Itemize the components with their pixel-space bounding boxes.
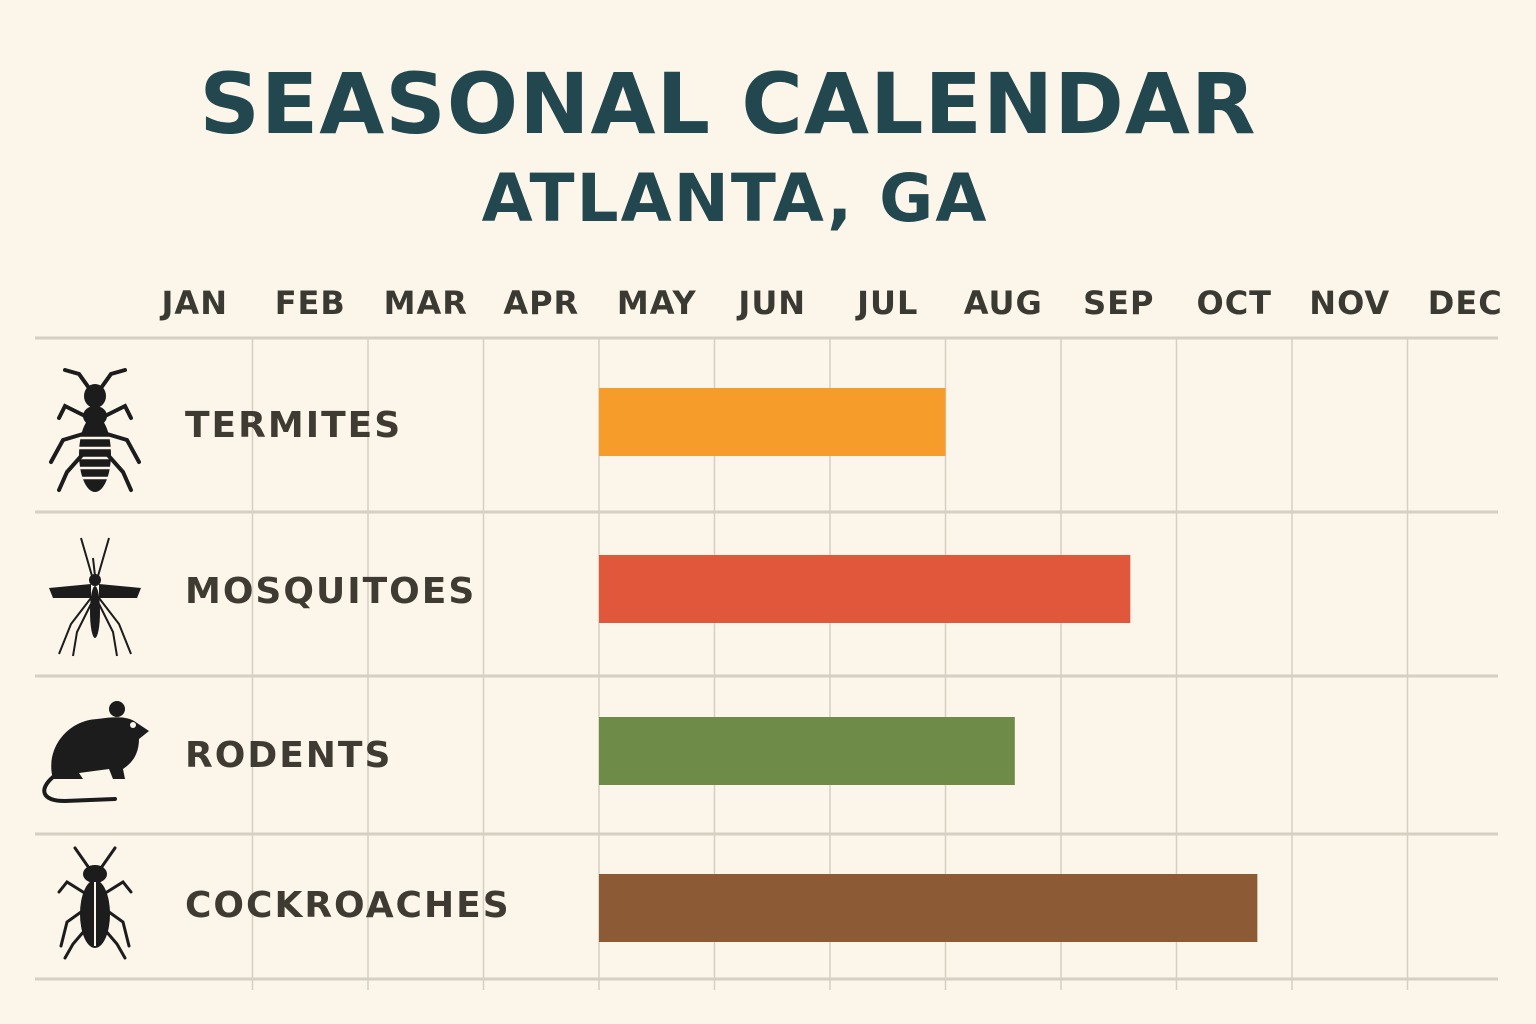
month-label-oct: OCT xyxy=(1196,284,1272,322)
month-label-mar: MAR xyxy=(384,284,468,322)
bar-termites xyxy=(599,388,946,456)
bar-rodents xyxy=(599,717,1015,785)
page-subtitle: ATLANTA, GA xyxy=(481,160,989,237)
termite-icon xyxy=(49,368,141,492)
rodent-icon xyxy=(42,701,149,804)
month-label-jan: JAN xyxy=(160,284,228,322)
month-label-jul: JUL xyxy=(855,284,918,322)
month-label-dec: DEC xyxy=(1428,284,1503,322)
pest-label-mosquitoes: MOSQUITOES xyxy=(185,571,476,612)
month-label-nov: NOV xyxy=(1309,284,1390,322)
bar-cockroaches xyxy=(599,874,1258,942)
month-label-apr: APR xyxy=(503,284,579,322)
pest-label-termites: TERMITES xyxy=(185,405,402,446)
month-label-may: MAY xyxy=(617,284,697,322)
mosquito-icon xyxy=(49,537,141,657)
pest-label-cockroaches: COCKROACHES xyxy=(185,885,511,926)
month-label-feb: FEB xyxy=(275,284,346,322)
bar-mosquitoes xyxy=(599,555,1131,623)
page-title: SEASONAL CALENDAR xyxy=(199,55,1257,153)
cockroach-icon xyxy=(57,846,133,960)
pest-label-rodents: RODENTS xyxy=(185,735,392,776)
month-label-sep: SEP xyxy=(1083,284,1154,322)
month-label-jun: JUN xyxy=(736,284,806,322)
month-label-aug: AUG xyxy=(964,284,1043,322)
